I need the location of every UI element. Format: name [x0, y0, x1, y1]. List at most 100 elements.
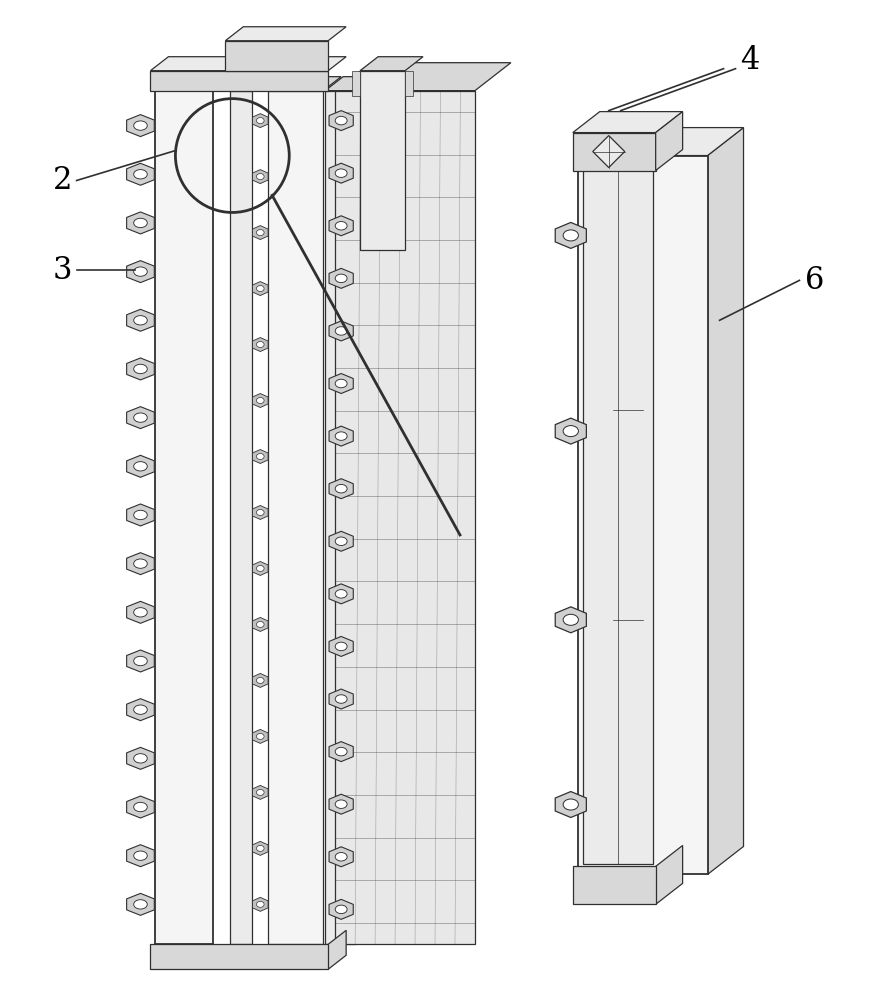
Ellipse shape: [134, 170, 147, 179]
Ellipse shape: [335, 432, 347, 440]
Polygon shape: [127, 601, 154, 623]
Ellipse shape: [134, 851, 147, 860]
Polygon shape: [555, 222, 587, 248]
Ellipse shape: [256, 342, 264, 348]
Polygon shape: [127, 845, 154, 867]
Ellipse shape: [134, 267, 147, 276]
Polygon shape: [707, 128, 744, 874]
Bar: [230, 91, 252, 944]
Ellipse shape: [335, 747, 347, 756]
Polygon shape: [226, 27, 346, 41]
Ellipse shape: [256, 901, 264, 907]
Ellipse shape: [256, 286, 264, 292]
Polygon shape: [325, 77, 374, 91]
Ellipse shape: [256, 565, 264, 571]
Ellipse shape: [134, 656, 147, 666]
Bar: [573, 866, 655, 904]
Polygon shape: [127, 650, 154, 672]
Polygon shape: [127, 504, 154, 526]
Polygon shape: [127, 407, 154, 429]
Ellipse shape: [563, 426, 579, 437]
Text: 3: 3: [53, 255, 72, 286]
Ellipse shape: [256, 789, 264, 795]
Bar: [151, 944, 329, 969]
Polygon shape: [253, 338, 268, 352]
Polygon shape: [230, 77, 270, 91]
Polygon shape: [253, 785, 268, 799]
Polygon shape: [329, 216, 353, 236]
Bar: [226, 41, 329, 71]
Ellipse shape: [335, 484, 347, 493]
Polygon shape: [127, 796, 154, 818]
Ellipse shape: [256, 845, 264, 851]
Polygon shape: [573, 112, 683, 133]
Polygon shape: [151, 57, 346, 71]
Polygon shape: [329, 636, 353, 656]
Ellipse shape: [563, 230, 579, 241]
Polygon shape: [127, 212, 154, 234]
Ellipse shape: [134, 510, 147, 520]
Polygon shape: [253, 505, 268, 519]
Bar: [352, 71, 360, 96]
Ellipse shape: [335, 537, 347, 546]
Polygon shape: [555, 607, 587, 633]
Ellipse shape: [134, 218, 147, 228]
Polygon shape: [329, 321, 353, 341]
Ellipse shape: [335, 642, 347, 651]
Polygon shape: [127, 553, 154, 575]
Bar: [582, 166, 653, 864]
Polygon shape: [127, 893, 154, 915]
Bar: [578, 156, 707, 874]
Polygon shape: [269, 77, 341, 91]
Bar: [269, 91, 323, 944]
Polygon shape: [127, 309, 154, 331]
Polygon shape: [127, 115, 154, 137]
Polygon shape: [253, 282, 268, 296]
Polygon shape: [329, 374, 353, 394]
Ellipse shape: [256, 398, 264, 403]
Polygon shape: [555, 792, 587, 817]
Polygon shape: [329, 847, 353, 867]
Polygon shape: [555, 418, 587, 444]
Ellipse shape: [335, 169, 347, 177]
Ellipse shape: [256, 118, 264, 124]
Ellipse shape: [134, 900, 147, 909]
Ellipse shape: [256, 621, 264, 627]
Polygon shape: [329, 163, 353, 183]
Ellipse shape: [134, 121, 147, 130]
Polygon shape: [329, 426, 353, 446]
Polygon shape: [127, 699, 154, 721]
Polygon shape: [127, 261, 154, 283]
Polygon shape: [127, 163, 154, 185]
Polygon shape: [578, 128, 744, 156]
Ellipse shape: [563, 799, 579, 810]
Polygon shape: [253, 226, 268, 240]
Polygon shape: [329, 742, 353, 762]
Polygon shape: [329, 268, 353, 288]
Ellipse shape: [335, 116, 347, 125]
Polygon shape: [329, 584, 353, 604]
Polygon shape: [253, 729, 268, 743]
Ellipse shape: [134, 413, 147, 422]
Polygon shape: [253, 617, 268, 631]
Polygon shape: [329, 689, 353, 709]
Ellipse shape: [335, 222, 347, 230]
Ellipse shape: [563, 614, 579, 625]
Ellipse shape: [335, 274, 347, 283]
Ellipse shape: [256, 230, 264, 236]
Polygon shape: [253, 450, 268, 463]
Polygon shape: [335, 63, 511, 91]
Ellipse shape: [256, 174, 264, 180]
Ellipse shape: [256, 677, 264, 683]
Bar: [405, 71, 413, 96]
Polygon shape: [127, 747, 154, 769]
Ellipse shape: [256, 454, 264, 459]
Bar: [573, 133, 655, 171]
Ellipse shape: [335, 905, 347, 914]
Bar: [155, 91, 213, 944]
Ellipse shape: [134, 802, 147, 812]
Ellipse shape: [256, 510, 264, 515]
Bar: [335, 91, 475, 944]
Text: 6: 6: [804, 265, 824, 296]
Polygon shape: [655, 112, 683, 171]
